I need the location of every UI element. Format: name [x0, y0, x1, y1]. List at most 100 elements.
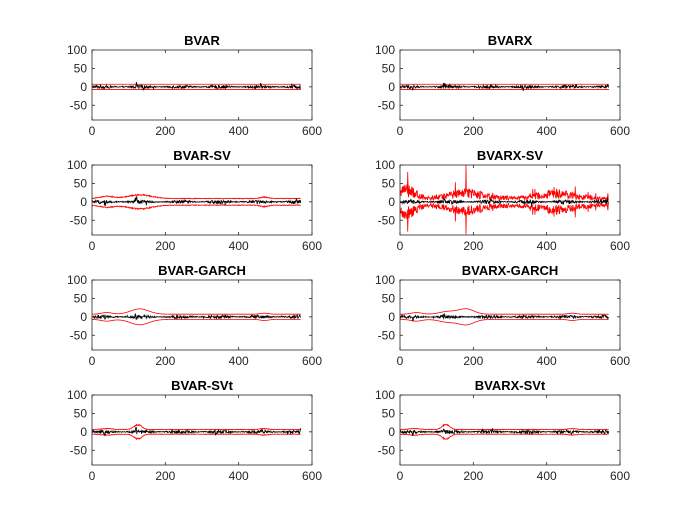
x-tick-label: 200	[155, 239, 175, 253]
x-tick-label: 200	[155, 469, 175, 483]
y-tick-label: 100	[375, 273, 395, 287]
y-tick-label: 50	[74, 176, 88, 190]
y-tick-label: -50	[70, 98, 88, 112]
y-tick-label: 100	[67, 273, 87, 287]
axes-box	[91, 164, 313, 236]
y-tick-label: 0	[388, 310, 395, 324]
lower-band-line	[400, 319, 609, 326]
y-tick-label: 100	[375, 158, 395, 172]
y-tick-label: -50	[378, 98, 396, 112]
x-tick-label: 0	[397, 124, 404, 138]
lower-band-line	[400, 202, 609, 235]
x-tick-label: 200	[463, 469, 483, 483]
x-tick-label: 0	[397, 239, 404, 253]
axes-box	[91, 279, 313, 351]
x-tick-label: 600	[302, 239, 322, 253]
x-tick-label: 400	[537, 124, 557, 138]
y-tick-label: 50	[382, 406, 396, 420]
y-tick-label: -50	[378, 443, 396, 457]
upper-band-line	[400, 308, 609, 315]
subplot-title: BVARX-SV	[477, 148, 544, 163]
axes-box	[399, 164, 621, 236]
upper-band-line	[92, 423, 301, 431]
y-tick-label: 100	[67, 158, 87, 172]
y-tick-label: 0	[80, 425, 87, 439]
upper-band-line	[92, 308, 301, 315]
x-tick-label: 600	[302, 469, 322, 483]
x-tick-label: 200	[463, 354, 483, 368]
point-series-line	[400, 82, 610, 92]
y-tick-label: 50	[74, 291, 88, 305]
y-tick-label: 100	[375, 43, 395, 57]
y-tick-label: -50	[70, 213, 88, 227]
y-tick-label: 50	[382, 176, 396, 190]
subplot-title: BVARX-GARCH	[462, 263, 559, 278]
y-tick-label: 0	[80, 310, 87, 324]
y-tick-label: 50	[382, 61, 396, 75]
plot-area	[400, 308, 609, 326]
axes-box	[399, 49, 621, 121]
plot-area	[92, 81, 301, 91]
lower-band-line	[92, 319, 301, 326]
lower-band-line	[92, 204, 301, 211]
x-tick-label: 0	[89, 124, 96, 138]
point-series-line	[400, 312, 609, 322]
lower-band-line	[92, 433, 301, 441]
x-tick-label: 400	[229, 354, 249, 368]
y-tick-label: 100	[375, 388, 395, 402]
y-tick-label: 0	[80, 195, 87, 209]
plot-area	[400, 82, 610, 92]
y-tick-label: 50	[382, 291, 396, 305]
x-tick-label: 400	[229, 124, 249, 138]
y-tick-label: 0	[388, 195, 395, 209]
y-tick-label: 50	[74, 406, 88, 420]
x-tick-label: 600	[302, 124, 322, 138]
point-series-line	[92, 313, 301, 320]
plot-area	[92, 193, 302, 211]
x-tick-label: 0	[89, 354, 96, 368]
x-tick-label: 600	[302, 354, 322, 368]
subplot-title: BVAR-SVt	[171, 378, 234, 393]
subplot-title: BVARX	[488, 33, 533, 48]
subplot-title: BVAR	[184, 33, 220, 48]
axes-box	[91, 394, 313, 466]
x-tick-label: 200	[463, 124, 483, 138]
x-tick-label: 400	[229, 239, 249, 253]
x-tick-label: 400	[537, 469, 557, 483]
y-tick-label: -50	[70, 328, 88, 342]
point-series-line	[92, 427, 302, 437]
x-tick-label: 600	[610, 469, 630, 483]
point-series-line	[92, 81, 301, 91]
subplot-title: BVAR-GARCH	[158, 263, 246, 278]
x-tick-label: 400	[537, 239, 557, 253]
y-tick-label: 0	[388, 80, 395, 94]
plot-area	[400, 423, 610, 440]
plot-area	[92, 423, 302, 441]
axes-box	[399, 394, 621, 466]
upper-band-line	[92, 193, 301, 200]
point-series-line	[400, 197, 609, 207]
x-tick-label: 0	[89, 239, 96, 253]
x-tick-label: 600	[610, 124, 630, 138]
y-tick-label: 100	[67, 388, 87, 402]
y-tick-label: -50	[70, 443, 88, 457]
point-series-line	[400, 427, 610, 436]
x-tick-label: 0	[89, 469, 96, 483]
x-tick-label: 600	[610, 239, 630, 253]
upper-band-line	[400, 423, 609, 431]
plot-area	[92, 308, 301, 326]
y-tick-label: 50	[74, 61, 88, 75]
y-tick-label: 100	[67, 43, 87, 57]
axes-box	[91, 49, 313, 121]
y-tick-label: -50	[378, 213, 396, 227]
x-tick-label: 200	[155, 124, 175, 138]
